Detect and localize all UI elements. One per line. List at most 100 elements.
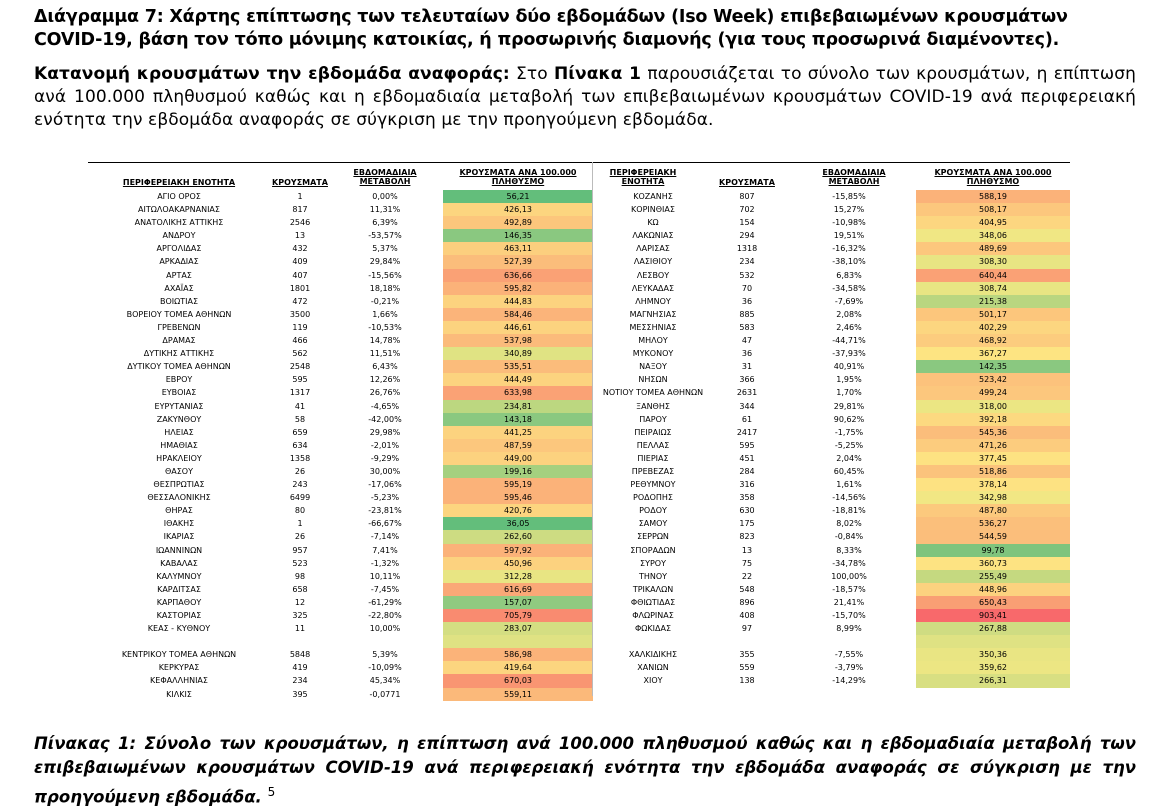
incidence-value: 616,69 — [442, 582, 593, 596]
cases-value: 419 — [292, 663, 308, 673]
cases-value: 98 — [294, 571, 306, 581]
weekly-change: 29,81% — [833, 401, 865, 411]
unit-name: ΔΡΑΜΑΣ — [162, 336, 196, 346]
weekly-change: -1,75% — [834, 427, 864, 437]
weekly-change: -14,29% — [832, 676, 866, 686]
weekly-change: -10,53% — [368, 322, 402, 332]
cases-value: 595 — [739, 440, 755, 450]
weekly-change: 8,99% — [836, 624, 862, 634]
cases-value: 175 — [739, 519, 755, 529]
unit-name: ΚΕΝΤΡΙΚΟΥ ΤΟΜΕΑ ΑΘΗΝΩΝ — [121, 650, 237, 660]
weekly-change: 100,00% — [831, 571, 867, 581]
unit-name: ΑΡΚΑΔΙΑΣ — [159, 257, 199, 267]
unit-name: ΦΘΙΩΤΙΔΑΣ — [630, 597, 676, 607]
cases-value: 532 — [739, 270, 755, 280]
incidence-value: 518,86 — [916, 464, 1070, 479]
incidence-value: 312,28 — [442, 569, 593, 583]
incidence-value — [442, 635, 593, 649]
incidence-value: 636,66 — [442, 268, 593, 282]
unit-name: ΛΑΣΙΘΙΟΥ — [633, 257, 673, 267]
weekly-change: -15,85% — [832, 192, 866, 201]
incidence-value: 444,83 — [442, 294, 593, 308]
weekly-change: -7,69% — [834, 296, 864, 306]
cases-value: 807 — [739, 192, 755, 201]
cases-value: 36 — [741, 349, 753, 359]
incidence-value: 463,11 — [442, 242, 593, 256]
incidence-value: 487,59 — [442, 438, 593, 452]
incidence-value: 262,60 — [442, 530, 593, 544]
table-row: ΒΟΙΩΤΙΑΣ 472 -0,21% 444,83 ΛΗΜΝΟΥ 36 -7,69% 215… — [88, 294, 1070, 308]
cases-value: 13 — [741, 545, 753, 555]
weekly-change: -10,98% — [832, 218, 866, 228]
incidence-value: 360,73 — [916, 556, 1070, 570]
unit-name: ΕΥΡΥΤΑΝΙΑΣ — [154, 401, 204, 411]
unit-name: ΠΑΡΟΥ — [639, 414, 667, 424]
cases-value: 1318 — [736, 244, 758, 254]
cases-value: 1 — [297, 519, 303, 529]
incidence-value: 501,17 — [916, 307, 1070, 321]
cases-value: 61 — [741, 414, 753, 424]
incidence-value: 584,46 — [442, 307, 593, 321]
unit-name: ΙΘΑΚΗΣ — [163, 519, 195, 529]
weekly-change: -7,45% — [370, 584, 400, 594]
incidence-value: 471,26 — [916, 438, 1070, 452]
footnote-marker: 5 — [267, 785, 276, 799]
weekly-change: -1,32% — [370, 558, 400, 568]
incidence-value: 318,00 — [916, 399, 1070, 413]
weekly-change: -4,65% — [370, 401, 400, 411]
unit-name: ΚΕΑΣ - ΚΥΘΝΟΥ — [147, 624, 211, 634]
weekly-change: 11,51% — [369, 349, 401, 359]
incidence-value: 595,82 — [442, 281, 593, 295]
incidence-value: 588,19 — [916, 190, 1070, 204]
table-row: ΔΡΑΜΑΣ 466 14,78% 537,98 ΜΗΛΟΥ 47 -44,71% 468,9… — [88, 334, 1070, 348]
table-row: ΚΑΡΔΙΤΣΑΣ 658 -7,45% 616,69 ΤΡΙΚΑΛΩΝ 548 -18,5… — [88, 582, 1070, 596]
cases-value: 408 — [739, 611, 755, 620]
cases-value: 47 — [741, 336, 753, 346]
table-row: ΚΙΛΚΙΣ 395 -0,0771 559,11 — [88, 687, 1070, 701]
weekly-change: 7,41% — [372, 545, 398, 555]
weekly-change: 10,00% — [369, 624, 401, 634]
incidence-value: 283,07 — [442, 622, 593, 636]
unit-name: ΑΓΙΟ ΟΡΟΣ — [157, 192, 201, 201]
incidence-value: 142,35 — [916, 360, 1070, 374]
incidence-value: 157,07 — [442, 595, 593, 609]
cases-value: 41 — [294, 401, 306, 411]
figure-heading: Διάγραμμα 7: Χάρτης επίπτωσης των τελευτ… — [34, 7, 1068, 50]
table-row: ΑΙΤΩΛΟΑΚΑΡΝΑΝΙΑΣ 817 11,31% 426,13 ΚΟΡΙΝΘΙΑΣ… — [88, 203, 1070, 217]
incidence-value: 633,98 — [442, 386, 593, 400]
cases-value: 432 — [292, 244, 308, 254]
cases-value: 3500 — [289, 309, 311, 319]
incidence-value: 597,92 — [442, 543, 593, 557]
unit-name: ΣΕΡΡΩΝ — [637, 532, 669, 542]
cases-value: 70 — [741, 283, 753, 293]
weekly-change: 11,31% — [369, 205, 401, 215]
table-row: ΑΡΓΟΛΙΔΑΣ 432 5,37% 463,11 ΛΑΡΙΣΑΣ 1318 -16,32… — [88, 242, 1070, 256]
unit-name: ΕΥΒΟΙΑΣ — [161, 388, 197, 398]
table-row: ΙΩΑΝΝΙΝΩΝ 957 7,41% 597,92 ΣΠΟΡΑΔΩΝ 13 8,33% 99… — [88, 543, 1070, 557]
weekly-change: -66,67% — [368, 519, 402, 529]
weekly-change: 1,66% — [372, 309, 398, 319]
unit-name: ΙΚΑΡΙΑΣ — [163, 532, 195, 542]
weekly-change: -38,10% — [832, 257, 866, 267]
unit-name: ΜΕΣΣΗΝΙΑΣ — [629, 322, 677, 332]
weekly-change: 0,00% — [372, 192, 398, 201]
intro-lead: Κατανομή κρουσμάτων την εβδομάδα αναφορά… — [34, 64, 503, 84]
incidence-value: 640,44 — [916, 268, 1070, 282]
table-row: ΑΡΤΑΣ 407 -15,56% 636,66 ΛΕΣΒΟΥ 532 6,83% 640,4… — [88, 268, 1070, 282]
incidence-value: 426,13 — [442, 203, 593, 217]
weekly-change — [330, 635, 440, 648]
weekly-change: 1,95% — [836, 375, 862, 385]
caption-text: Πίνακας 1: Σύνολο των κρουσμάτων, η επίπ… — [34, 734, 1136, 807]
weekly-change: 1,70% — [836, 388, 862, 398]
incidence-value: 527,39 — [442, 255, 593, 269]
weekly-change: -15,70% — [832, 611, 866, 620]
cases-value: 395 — [292, 689, 308, 699]
cases-value: 523 — [292, 558, 308, 568]
incidence-value: 650,43 — [916, 595, 1070, 609]
incidence-value: 487,80 — [916, 504, 1070, 518]
unit-name: ΛΑΚΩΝΙΑΣ — [632, 231, 674, 241]
incidence-value: 544,59 — [916, 530, 1070, 544]
unit-name: ΛΕΥΚΑΔΑΣ — [631, 283, 675, 293]
weekly-change: -5,25% — [834, 440, 864, 450]
unit-name: ΧΑΛΚΙΔΙΚΗΣ — [628, 650, 678, 660]
